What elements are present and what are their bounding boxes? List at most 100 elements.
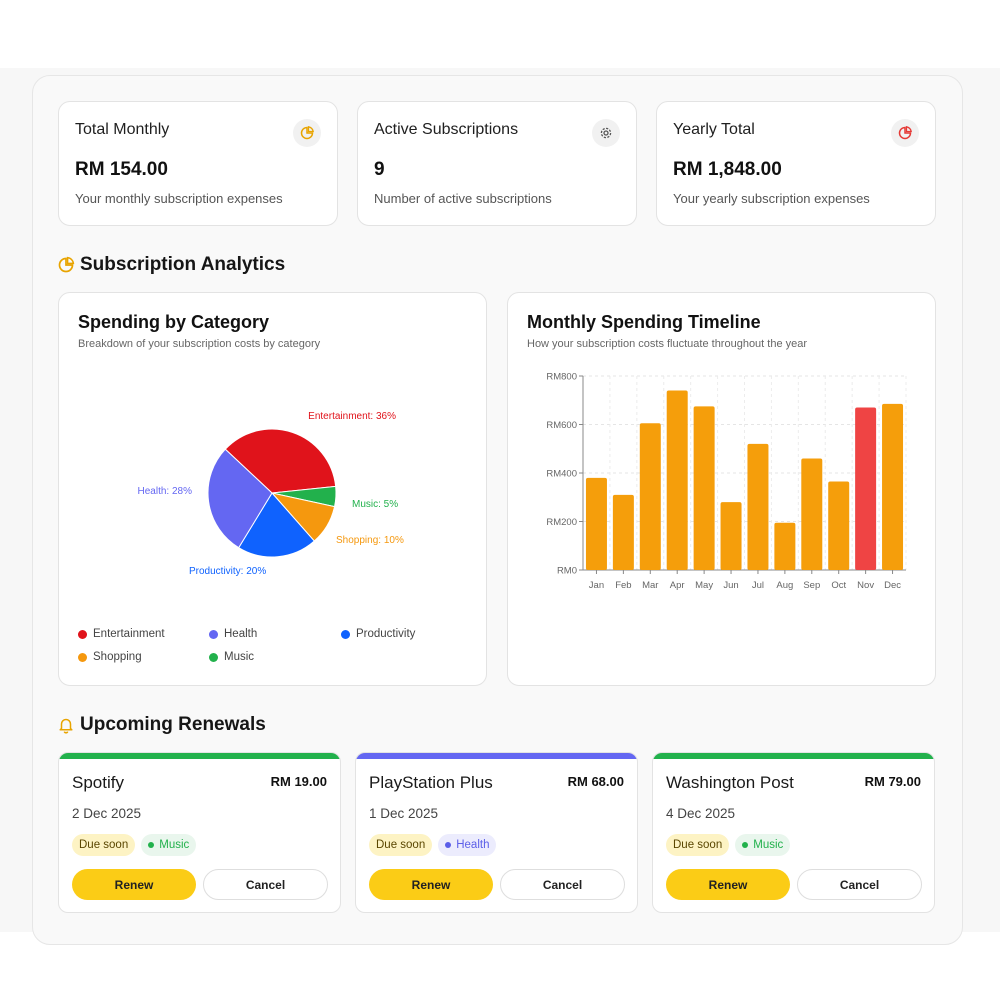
cancel-button[interactable]: Cancel [203, 869, 328, 900]
section-title-renewals: Upcoming Renewals [80, 714, 266, 735]
legend-item-music: Music [209, 651, 254, 663]
category-dot [148, 842, 155, 848]
stat-card-total-monthly: Total Monthly RM 154.00 Your monthly sub… [58, 101, 338, 226]
x-tick-label: Mar [642, 580, 658, 591]
stat-description: Number of active subscriptions [374, 191, 552, 206]
stat-card-active-subscriptions: Active Subscriptions 9 Number of active … [357, 101, 637, 226]
stat-value: 9 [374, 159, 385, 180]
legend-item-health: Health [209, 628, 257, 640]
chart-subtitle: Breakdown of your subscription costs by … [78, 338, 321, 350]
stat-description: Your monthly subscription expenses [75, 191, 283, 206]
renewal-date: 1 Dec 2025 [369, 806, 439, 821]
x-tick-label: Oct [831, 580, 846, 591]
due-soon-badge: Due soon [666, 834, 730, 856]
bar-feb [612, 494, 634, 570]
renewal-date: 4 Dec 2025 [666, 806, 736, 821]
legend-dot [341, 629, 350, 639]
legend-label: Health [224, 628, 258, 640]
chart-title: Monthly Spending Timeline [527, 312, 761, 332]
renewal-card-spotify: Spotify RM 19.00 2 Dec 2025 Due soon Mus… [58, 752, 341, 913]
category-dot [445, 842, 452, 848]
x-tick-label: Feb [615, 580, 631, 591]
stat-value: RM 1,848.00 [673, 159, 782, 180]
pie-slice-productivity [238, 492, 316, 558]
category-badge: Music [735, 834, 791, 856]
bar-jun [720, 502, 742, 570]
category-dot [742, 842, 749, 848]
category-badge: Music [141, 834, 197, 856]
x-tick-label: Dec [884, 580, 901, 591]
section-title-analytics: Subscription Analytics [80, 254, 286, 275]
renewal-price: RM 68.00 [567, 774, 624, 789]
category-badge: Health [438, 834, 497, 856]
y-tick-label: RM600 [546, 420, 577, 431]
slice-label-health: Health: 28% [138, 486, 193, 497]
category-label: Music [753, 839, 784, 851]
stat-title: Yearly Total [673, 121, 755, 138]
bar-jan [585, 477, 607, 570]
legend-dot [209, 629, 218, 639]
bar-may [693, 406, 715, 570]
pie-slice-health [207, 448, 273, 549]
bar-chart: RM0 RM200 RM400 RM600 RM800 Jan Feb Mar Apr May J… [546, 372, 907, 591]
stat-description: Your yearly subscription expenses [673, 191, 870, 206]
x-tick-label: Apr [670, 580, 685, 591]
pie-chart-icon [57, 256, 75, 274]
x-tick-label: Jun [723, 580, 738, 591]
renewal-price: RM 19.00 [270, 774, 327, 789]
gear-icon [592, 119, 620, 147]
legend-label: Music [224, 651, 255, 663]
bar-apr [666, 390, 688, 570]
stat-card-yearly-total: Yearly Total RM 1,848.00 Your yearly sub… [656, 101, 936, 226]
pie-chart-icon [293, 119, 321, 147]
renew-button[interactable]: Renew [72, 869, 196, 900]
legend-label: Shopping [93, 651, 142, 663]
slice-label-entertainment: Entertainment: 36% [308, 411, 396, 422]
renew-button[interactable]: Renew [666, 869, 790, 900]
category-label: Health [456, 839, 490, 851]
legend-label: Entertainment [93, 628, 165, 640]
due-soon-badge: Due soon [72, 834, 136, 856]
bar-mar [639, 423, 661, 570]
bell-icon [57, 716, 75, 734]
renewal-badges: Due soon Music [72, 834, 197, 856]
y-tick-label: RM800 [546, 372, 577, 383]
legend-dot [78, 629, 87, 639]
category-label: Music [159, 839, 190, 851]
cancel-button[interactable]: Cancel [500, 869, 625, 900]
bar-oct [828, 481, 850, 570]
bar-aug [774, 522, 796, 570]
chart-card-spending-by-category: Spending by Category Breakdown of your s… [58, 292, 487, 686]
stat-title: Active Subscriptions [374, 121, 519, 138]
bar-dec [882, 403, 904, 570]
renewal-category-bar [59, 753, 340, 759]
renewal-name: Spotify [72, 773, 124, 792]
x-tick-label: Jan [589, 580, 604, 591]
legend-dot [78, 652, 87, 662]
x-tick-label: Sep [803, 580, 820, 591]
chart-title: Spending by Category [78, 312, 270, 332]
y-tick-label: RM400 [546, 469, 577, 480]
renewal-price: RM 79.00 [864, 774, 921, 789]
renewal-name: PlayStation Plus [369, 773, 493, 792]
renewal-badges: Due soon Health [369, 834, 497, 856]
slice-label-shopping: Shopping: 10% [336, 535, 404, 546]
legend-item-entertainment: Entertainment [78, 628, 165, 640]
y-tick-label: RM200 [546, 517, 577, 528]
slice-label-music: Music: 5% [352, 499, 398, 510]
renewal-card-washington-post: Washington Post RM 79.00 4 Dec 2025 Due … [652, 752, 935, 913]
legend-dot [209, 652, 218, 662]
legend-label: Productivity [356, 628, 416, 640]
pie-chart-icon [891, 119, 919, 147]
x-tick-label: Nov [857, 580, 874, 591]
y-tick-label: RM0 [557, 566, 577, 577]
pie-chart: Entertainment: 36% Music: 5% Shopping: 1… [138, 411, 404, 577]
renewal-badges: Due soon Music [666, 834, 791, 856]
stat-title: Total Monthly [75, 121, 170, 138]
slice-label-productivity: Productivity: 20% [189, 566, 266, 577]
bar-sep [801, 458, 823, 570]
x-tick-label: Jul [752, 580, 764, 591]
renew-button[interactable]: Renew [369, 869, 493, 900]
legend-item-shopping: Shopping [78, 651, 142, 663]
cancel-button[interactable]: Cancel [797, 869, 922, 900]
